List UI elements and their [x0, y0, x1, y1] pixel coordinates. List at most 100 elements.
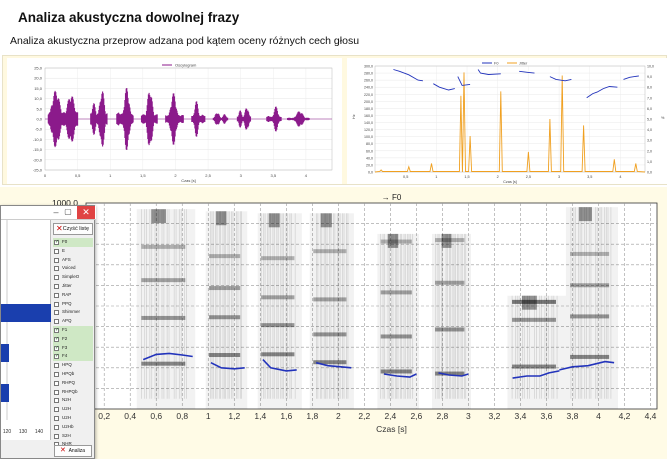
parameter-item[interactable]: F1 — [53, 325, 93, 335]
x-axis-label: Czas [s] — [181, 178, 195, 183]
parameter-checkbox[interactable] — [54, 363, 59, 369]
x-tick-label: 2 — [497, 175, 499, 179]
f0-contour — [438, 372, 469, 377]
parameter-checkbox[interactable] — [54, 257, 59, 263]
analyze-button[interactable]: ✕ Analiza — [54, 445, 92, 457]
formant-band — [208, 286, 241, 291]
parameter-item[interactable]: RHPQ — [53, 379, 93, 388]
parameter-label: F1 — [62, 326, 68, 332]
parameter-item[interactable]: U2H — [53, 414, 93, 423]
y2-tick-label: 5,0 — [647, 118, 652, 122]
y-tick-label: 5,0 — [36, 106, 42, 111]
formant-band — [570, 283, 610, 288]
parameter-checkbox[interactable] — [54, 319, 59, 325]
x-tick-label: 3,4 — [515, 411, 527, 421]
parameter-checkbox[interactable] — [54, 248, 59, 254]
parameter-checklist: F0 E AFS Voiced SimpleO Jitter RAP PPQ Shimmer AP… — [53, 238, 93, 459]
y2-tick-label: 9,0 — [647, 75, 652, 79]
x-tick-label: 3,8 — [567, 411, 579, 421]
formant-band — [380, 290, 412, 295]
y-axis-label: Hz — [352, 114, 356, 119]
x-tick-label: 0,4 — [124, 411, 136, 421]
parameter-checkbox[interactable] — [54, 283, 59, 289]
parameter-item[interactable]: S2H — [53, 432, 93, 441]
y-tick-label: 80,0 — [366, 142, 373, 146]
y-tick-label: 20,0 — [34, 76, 43, 81]
parameter-label: S2H — [62, 432, 71, 438]
x-tick-label: 2 — [336, 411, 341, 421]
parameter-item[interactable]: F2 — [53, 334, 93, 344]
parameter-checkbox[interactable] — [54, 335, 59, 344]
parameter-item[interactable]: RAP — [53, 291, 93, 300]
bar-tick-label: 130 — [19, 429, 28, 435]
parameter-checkbox[interactable] — [54, 415, 59, 421]
x-tick-label: 3,6 — [541, 411, 553, 421]
formant-band — [261, 295, 295, 300]
parameter-checkbox[interactable] — [54, 433, 59, 439]
parameter-checkbox[interactable] — [54, 292, 59, 298]
parameter-item[interactable]: F3 — [53, 343, 93, 352]
waveform-svg: 25,0 20,0 15,0 10,0 5,0 0,0 -5,0 -10,0 -15,0 -20,… — [33, 63, 333, 183]
y-tick-label: 0,0 — [36, 117, 42, 122]
parameter-item[interactable]: F0 — [53, 238, 93, 247]
parameter-item[interactable]: AFS — [53, 256, 93, 265]
parameter-item[interactable]: SimpleO — [53, 273, 93, 282]
minimize-icon[interactable]: – — [53, 207, 59, 217]
parameter-checkbox[interactable] — [54, 389, 59, 395]
x-tick-label: 2,2 — [358, 411, 370, 421]
parameter-item[interactable]: RHPQb — [53, 388, 93, 397]
parameter-item[interactable]: Jitter — [53, 282, 93, 291]
parameter-checkbox[interactable] — [54, 326, 59, 335]
parameter-item[interactable]: E — [53, 247, 93, 256]
parameter-checkbox[interactable] — [54, 380, 59, 386]
f0-line-segment — [457, 76, 471, 86]
parameter-item[interactable]: PPQ — [53, 300, 93, 309]
x-tick-label: 0,5 — [75, 173, 81, 178]
parameter-item[interactable]: HPQb — [53, 370, 93, 379]
parameter-checkbox[interactable] — [54, 352, 59, 361]
legend-label-jitter: Jitter — [519, 62, 528, 66]
parameter-checkbox[interactable] — [54, 371, 59, 377]
parameter-checkbox[interactable] — [54, 424, 59, 430]
parameter-checkbox[interactable] — [54, 238, 59, 247]
parameter-checkbox[interactable] — [54, 301, 59, 307]
formant-band — [570, 314, 610, 319]
parameter-window[interactable]: – ▢ ✕ 120 130 140 ✕ Czyść listę F0 E AFS Voic… — [0, 205, 96, 459]
parameter-item[interactable]: APQ — [53, 317, 93, 326]
parameter-checkbox[interactable] — [54, 407, 59, 413]
f0-jitter-chart[interactable]: 300,0 280,0 260,0 240,0 220,0 200,0 180,0 160,0… — [347, 58, 667, 184]
parameter-checkbox[interactable] — [54, 344, 59, 352]
close-icon[interactable]: ✕ — [77, 206, 95, 219]
x-tick-label: 2,8 — [436, 411, 448, 421]
parameter-label: U2Hb — [62, 423, 74, 429]
parameter-item[interactable]: N2H — [53, 396, 93, 405]
f0-contour — [210, 361, 245, 370]
parameter-item[interactable]: Shimmer — [53, 308, 93, 317]
x-tick-label: 1 — [109, 173, 112, 178]
f0-contour — [142, 352, 193, 361]
clear-list-button[interactable]: ✕ Czyść listę — [53, 223, 93, 235]
parameter-item[interactable]: F4 — [53, 352, 93, 361]
waveform-chart[interactable]: 25,0 20,0 15,0 10,0 5,0 0,0 -5,0 -10,0 -15,0 -20,… — [7, 58, 342, 184]
x-tick-label: 2,4 — [384, 411, 396, 421]
parameter-label: F2 — [62, 335, 68, 341]
parameter-item[interactable]: U2Hb — [53, 423, 93, 432]
formant-band — [313, 332, 347, 337]
parameter-checkbox[interactable] — [54, 398, 59, 404]
formant-band — [512, 317, 557, 322]
maximize-icon[interactable]: ▢ — [64, 207, 72, 216]
parameter-item[interactable]: U2H — [53, 405, 93, 414]
parameter-checkbox[interactable] — [54, 266, 59, 272]
parameter-item[interactable]: HPQ — [53, 361, 93, 370]
spectrogram-svg[interactable]: 0,2 0,4 0,6 0,8 1 1,2 1,4 1,6 1,8 2 2,2 2,4 2,6 2,8 3 3… — [0, 187, 667, 459]
parameter-label: NHR — [62, 441, 72, 447]
y-tick-label: -25,0 — [33, 168, 43, 173]
window-titlebar[interactable]: – ▢ ✕ — [1, 206, 96, 220]
x-tick-label: 3 — [558, 175, 560, 179]
parameter-item[interactable]: Voiced — [53, 264, 93, 273]
parameter-checkbox[interactable] — [54, 275, 59, 281]
parameter-checkbox[interactable] — [54, 310, 59, 316]
f0-line-segment — [477, 69, 501, 75]
parameter-label: Shimmer — [62, 309, 81, 315]
y-tick-label: 280,0 — [364, 72, 373, 76]
